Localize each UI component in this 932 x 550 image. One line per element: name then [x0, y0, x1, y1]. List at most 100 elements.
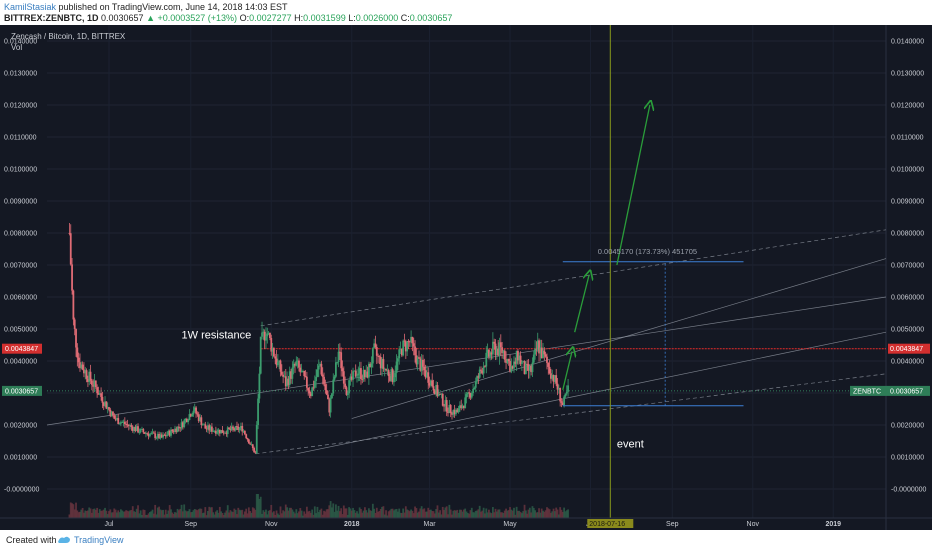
- candle-body: [443, 405, 445, 407]
- volume-bar: [284, 504, 287, 518]
- y-tick-label: 0.0140000: [4, 39, 37, 46]
- candle-body: [567, 385, 569, 392]
- candle-body: [349, 376, 352, 381]
- author-link[interactable]: KamilStasiak: [4, 2, 57, 12]
- candle-body: [321, 374, 324, 377]
- volume-bar: [509, 507, 511, 518]
- volume-bar: [426, 511, 428, 518]
- chart-title: Zencash / Bitcoin, 1D, BITTREX: [11, 32, 126, 41]
- candle-body: [295, 361, 298, 366]
- volume-bar: [257, 494, 259, 518]
- volume-bar: [489, 512, 492, 518]
- candle-body: [90, 380, 93, 385]
- volume-bar: [122, 511, 125, 518]
- candle-body: [369, 363, 372, 368]
- candle-body: [207, 425, 209, 429]
- volume-bar: [354, 512, 357, 518]
- candle-body: [420, 359, 423, 371]
- volume-bar: [176, 508, 179, 518]
- volume-bar: [423, 508, 426, 518]
- volume-bar: [325, 509, 328, 518]
- volume-bar: [152, 513, 155, 518]
- candle-body: [287, 378, 290, 385]
- volume-bar: [338, 511, 341, 518]
- candle-body: [284, 376, 287, 387]
- volume-bar: [505, 508, 507, 518]
- volume-bar: [259, 496, 262, 518]
- volume-bar: [526, 513, 529, 518]
- resistance-annotation[interactable]: 1W resistance: [182, 330, 252, 342]
- candle-body: [325, 390, 328, 395]
- volume-bar: [348, 507, 350, 518]
- price-chart[interactable]: Zencash / Bitcoin, 1D, BITTREX Vol 0.014…: [0, 25, 932, 530]
- candle-body: [530, 365, 533, 373]
- candle-body: [80, 364, 83, 369]
- candle-body: [155, 437, 158, 439]
- chart-area[interactable]: Zencash / Bitcoin, 1D, BITTREX Vol 0.014…: [0, 25, 932, 530]
- volume-bar: [207, 511, 209, 518]
- volume-bar: [139, 510, 142, 518]
- volume-bar: [258, 498, 261, 518]
- volume-bar: [336, 510, 339, 518]
- candle-body: [415, 355, 418, 365]
- volume-bar: [502, 512, 505, 518]
- candle-body: [440, 393, 443, 395]
- volume-bar: [205, 515, 208, 518]
- volume-bar: [94, 509, 97, 518]
- symbol-name: BITTREX:ZENBTC, 1D: [4, 13, 99, 23]
- volume-bar: [267, 510, 270, 518]
- y-axis-left: 0.0140000 0.0130000 0.0120000 0.0110000 0.01…: [4, 39, 40, 494]
- volume-bar: [564, 511, 567, 518]
- volume-bar: [411, 510, 414, 518]
- tradingview-logo-icon[interactable]: [57, 534, 71, 545]
- volume-bar: [167, 510, 170, 518]
- candle-body: [162, 434, 164, 438]
- candles: [68, 222, 569, 455]
- candle-body: [397, 358, 399, 362]
- volume-bar: [71, 503, 73, 518]
- event-annotation[interactable]: event: [617, 438, 644, 450]
- candle-body: [565, 391, 568, 394]
- volume-bar: [101, 510, 104, 518]
- volume-bar: [349, 508, 352, 518]
- candle-body: [100, 393, 102, 397]
- candle-body: [506, 358, 509, 363]
- volume-bar: [83, 512, 85, 518]
- volume-bar: [459, 509, 461, 518]
- candle-body: [331, 393, 333, 399]
- candle-body: [490, 352, 493, 355]
- volume-bar: [346, 514, 349, 518]
- candle-body: [240, 425, 242, 429]
- volume-bar: [282, 510, 285, 518]
- candle-body: [456, 409, 459, 413]
- volume-bar: [422, 509, 424, 518]
- candle-body: [302, 370, 304, 372]
- candle-body: [167, 430, 170, 435]
- candle-body: [269, 332, 271, 338]
- volume-bar: [298, 511, 300, 518]
- volume-bar: [519, 512, 522, 518]
- candle-body: [432, 386, 435, 391]
- candle-body: [370, 363, 373, 368]
- x-tick-label: Jul: [105, 521, 114, 528]
- projection-arrows[interactable]: [562, 105, 650, 390]
- candle-body: [229, 428, 232, 431]
- volume-bar: [527, 509, 530, 518]
- candle-body: [459, 405, 461, 409]
- volume-bar: [168, 505, 171, 518]
- candle-body: [373, 343, 376, 349]
- tradingview-link[interactable]: TradingView: [74, 535, 124, 545]
- measure-tool[interactable]: [562, 261, 744, 407]
- candle-body: [171, 429, 174, 432]
- volume-bar: [559, 507, 562, 518]
- volume-bar: [183, 504, 186, 518]
- volume-bar: [266, 514, 269, 518]
- candle-body: [477, 376, 480, 378]
- candle-body: [226, 427, 229, 435]
- volume-bar: [187, 511, 190, 518]
- candle-body: [109, 409, 112, 416]
- volume-bar: [410, 509, 412, 518]
- resistance-tag-right: 0.0043847: [890, 346, 923, 353]
- volume-bar: [532, 507, 535, 518]
- y-tick-label: 0.0100000: [891, 167, 924, 174]
